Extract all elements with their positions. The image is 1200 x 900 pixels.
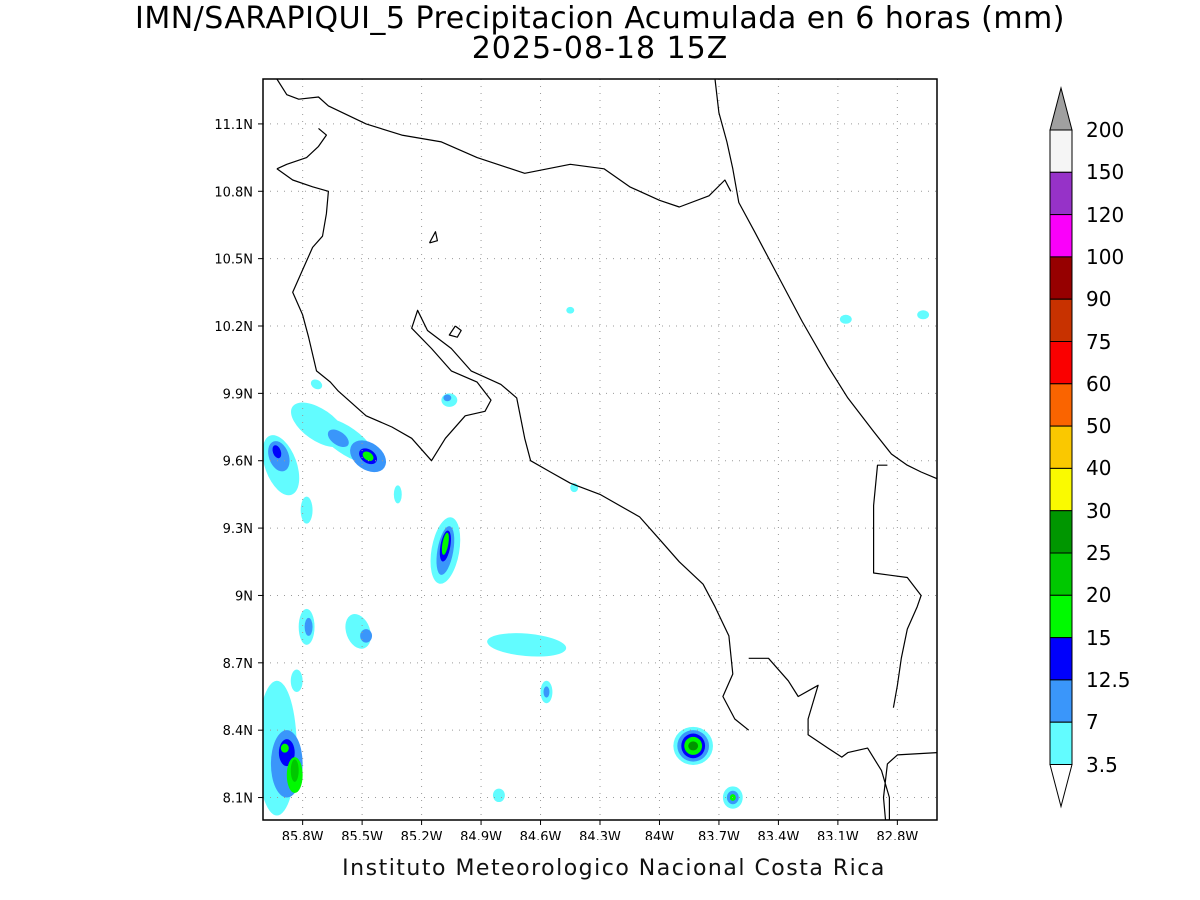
colorbar-segment xyxy=(1049,256,1073,300)
colorbar-segment xyxy=(1049,425,1073,469)
precip-cell-33 xyxy=(688,741,699,751)
coastline-3 xyxy=(276,168,750,731)
coastline-0 xyxy=(276,79,732,208)
lon-tick-label: 83.1W xyxy=(817,830,859,840)
precipitation-fill-layer xyxy=(263,306,930,816)
lon-tick-label: 82.8W xyxy=(876,830,918,840)
coastline-7 xyxy=(448,325,462,338)
precip-cell-18 xyxy=(304,617,313,636)
colorbar-segment xyxy=(1049,171,1073,216)
colorbar-label: 150 xyxy=(1086,160,1125,185)
colorbar-label: 15 xyxy=(1086,625,1112,650)
precip-cell-26 xyxy=(917,310,930,320)
precipitation-map: 11.1N 10.8N 10.5N 10.2N 9.9N 9.6N 9.3N 9N 8.7N 8.… xyxy=(214,78,938,840)
coastline-6 xyxy=(428,231,438,244)
grid-lines xyxy=(263,79,937,820)
lon-tick-label: 85.8W xyxy=(282,830,324,840)
colorbar-segment xyxy=(1049,594,1073,639)
colorbar-segment xyxy=(1049,637,1073,681)
precip-cell-9 xyxy=(300,496,313,524)
lat-tick-label: 11.1N xyxy=(214,118,253,133)
colorbar-segment xyxy=(1049,383,1073,427)
precip-cell-38 xyxy=(290,669,303,693)
coastline-2 xyxy=(276,127,327,170)
precip-cell-27 xyxy=(310,379,323,390)
colorbar-label: 200 xyxy=(1086,118,1125,142)
lon-tick-label: 84.9W xyxy=(460,830,502,840)
precip-cell-37 xyxy=(492,788,505,803)
precip-cell-44 xyxy=(280,743,289,753)
precip-cell-24 xyxy=(566,306,575,314)
precip-cell-21 xyxy=(487,633,567,657)
colorbar-label: 75 xyxy=(1086,329,1112,354)
colorbar-label: 20 xyxy=(1086,583,1112,608)
lat-tick-label: 9.9N xyxy=(223,387,253,402)
lon-tick-label: 84W xyxy=(645,830,675,840)
precip-cell-16 xyxy=(441,532,449,555)
colorbar-label: 120 xyxy=(1086,202,1125,227)
lat-tick-label: 8.1N xyxy=(223,792,253,807)
precip-cell-43 xyxy=(290,759,299,782)
colorbar-segment xyxy=(1049,129,1073,173)
colorbar-segment xyxy=(1049,467,1073,512)
lon-tick-label: 84.6W xyxy=(520,830,562,840)
colorbar xyxy=(1049,86,1073,809)
page-title: IMN/SARAPIQUI_5 Precipitacion Acumulada … xyxy=(135,1,1065,36)
colorbar-label: 3.5 xyxy=(1086,752,1118,777)
lat-tick-label: 9.3N xyxy=(223,522,253,537)
colorbar-segment xyxy=(1049,552,1073,596)
coastline-5 xyxy=(872,464,922,708)
axis-ticks: 11.1N 10.8N 10.5N 10.2N 9.9N 9.6N 9.3N 9N 8.7N 8.… xyxy=(214,118,918,840)
colorbar-above-arrow xyxy=(1049,86,1073,131)
lon-tick-label: 84.3W xyxy=(579,830,621,840)
lon-tick-label: 83.7W xyxy=(698,830,740,840)
colorbar-label: 12.5 xyxy=(1086,667,1131,692)
colorbar-label: 100 xyxy=(1086,244,1125,269)
colorbar-label: 50 xyxy=(1086,414,1112,439)
colorbar-label: 25 xyxy=(1086,541,1112,565)
page-subtitle: 2025-08-18 15Z xyxy=(471,31,729,66)
precip-cell-2 xyxy=(327,429,349,448)
colorbar-segment xyxy=(1049,679,1073,723)
colorbar-segment xyxy=(1049,214,1073,258)
lat-tick-label: 10.2N xyxy=(214,320,253,335)
colorbar-label: 40 xyxy=(1086,456,1112,481)
coastline-4 xyxy=(748,657,937,820)
precip-cell-20 xyxy=(360,629,373,643)
colorbar-label: 60 xyxy=(1086,371,1112,396)
precip-cell-10 xyxy=(393,485,402,504)
lon-tick-label: 85.2W xyxy=(401,830,443,840)
precip-cell-8 xyxy=(272,445,282,459)
lon-tick-label: 85.5W xyxy=(341,830,383,840)
lat-tick-label: 9.6N xyxy=(223,455,253,470)
coastline-1 xyxy=(714,79,937,480)
lat-tick-label: 8.4N xyxy=(223,724,253,739)
lat-tick-label: 8.7N xyxy=(223,657,253,672)
colorbar-below-arrow xyxy=(1049,764,1073,809)
precip-cell-23 xyxy=(543,686,550,698)
lat-tick-label: 10.8N xyxy=(214,185,253,200)
lon-tick-label: 83.4W xyxy=(758,830,800,840)
precip-cell-25 xyxy=(839,314,852,324)
colorbar-segment xyxy=(1049,298,1073,342)
precip-cell-5 xyxy=(362,451,374,461)
coastline-layer xyxy=(276,79,937,820)
colorbar-segment xyxy=(1049,341,1073,385)
colorbar-segment xyxy=(1049,510,1073,554)
footer-credit: Instituto Meteorologico Nacional Costa R… xyxy=(342,856,886,881)
precip-cell-12 xyxy=(443,394,452,402)
colorbar-label: 90 xyxy=(1086,287,1112,312)
colorbar-label: 30 xyxy=(1086,498,1112,523)
colorbar-segment xyxy=(1049,721,1073,766)
colorbar-label: 7 xyxy=(1086,710,1099,735)
lat-tick-label: 9N xyxy=(235,589,253,604)
lat-tick-label: 10.5N xyxy=(214,253,253,268)
